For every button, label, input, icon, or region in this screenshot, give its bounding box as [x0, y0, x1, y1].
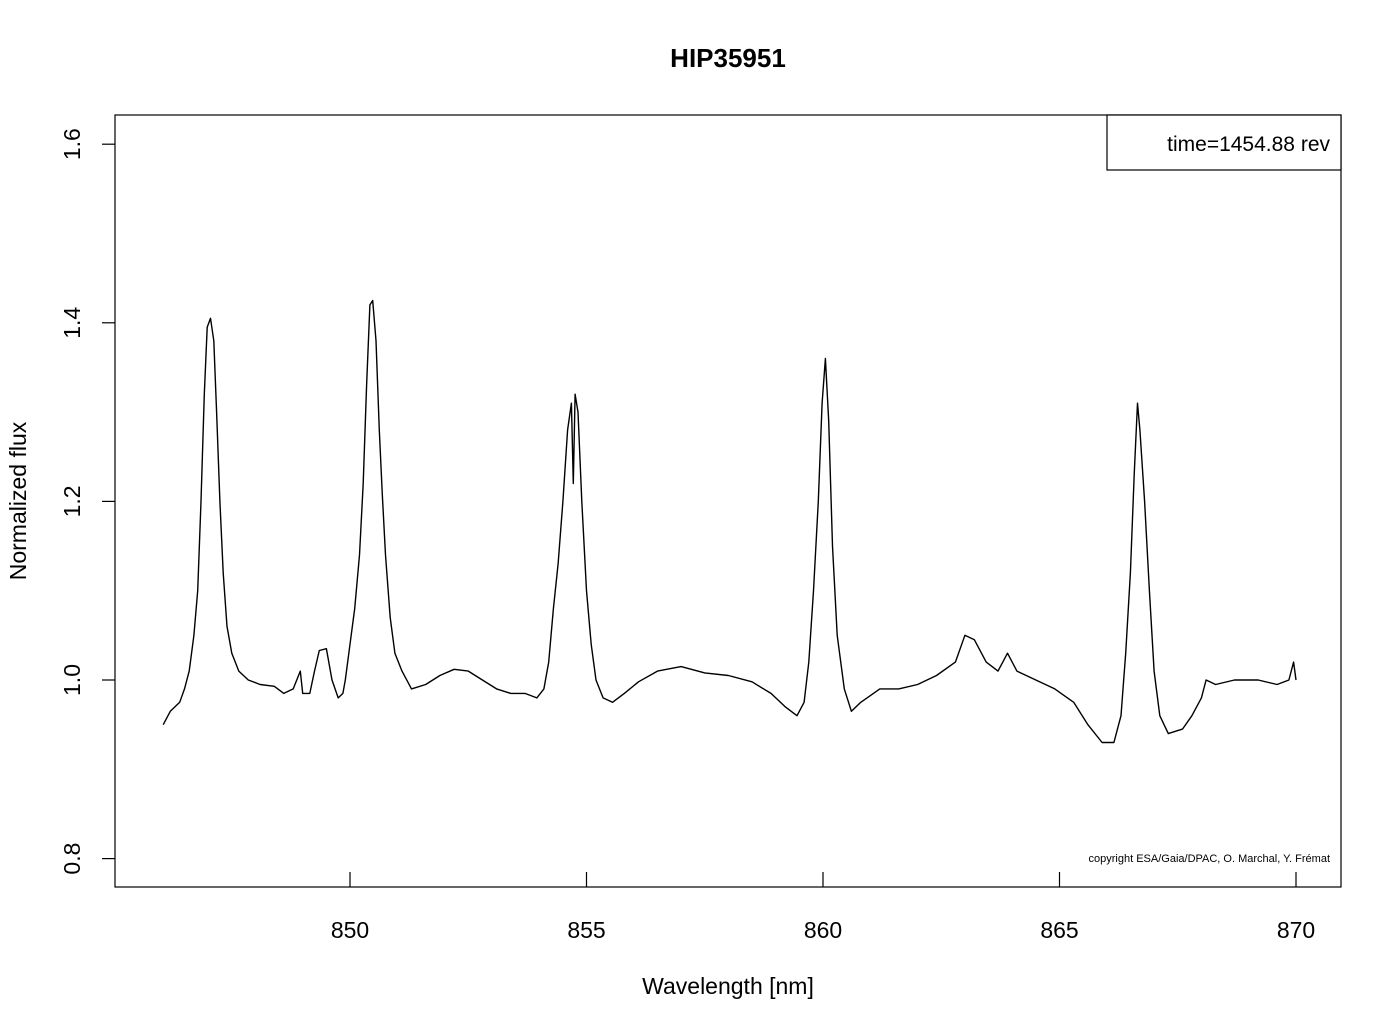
x-axis: 850 855 860 865 870 — [331, 872, 1315, 943]
legend-frame — [1106, 114, 1342, 171]
flux-series-line — [162, 299, 1297, 744]
y-axis-title: Normalized flux — [5, 421, 31, 580]
y-tick-label: 1.0 — [59, 664, 85, 696]
chart-title: HIP35951 — [670, 43, 786, 73]
y-tick-label: 1.4 — [59, 307, 85, 339]
legend: time=1454.88 rev — [1106, 114, 1342, 171]
x-axis-title: Wavelength [nm] — [642, 973, 814, 999]
y-tick-label: 0.8 — [59, 843, 85, 875]
y-tick-label: 1.2 — [59, 485, 85, 517]
y-axis: 0.8 1.0 1.2 1.4 1.6 — [59, 128, 115, 875]
x-tick-label: 870 — [1277, 917, 1315, 943]
y-tick-label: 1.6 — [59, 128, 85, 160]
x-tick-label: 855 — [567, 917, 605, 943]
copyright-annotation: copyright ESA/Gaia/DPAC, O. Marchal, Y. … — [1089, 853, 1330, 865]
x-tick-label: 850 — [331, 917, 369, 943]
x-tick-label: 860 — [804, 917, 842, 943]
legend-label: time=1454.88 rev — [1167, 133, 1330, 156]
x-tick-label: 865 — [1040, 917, 1078, 943]
